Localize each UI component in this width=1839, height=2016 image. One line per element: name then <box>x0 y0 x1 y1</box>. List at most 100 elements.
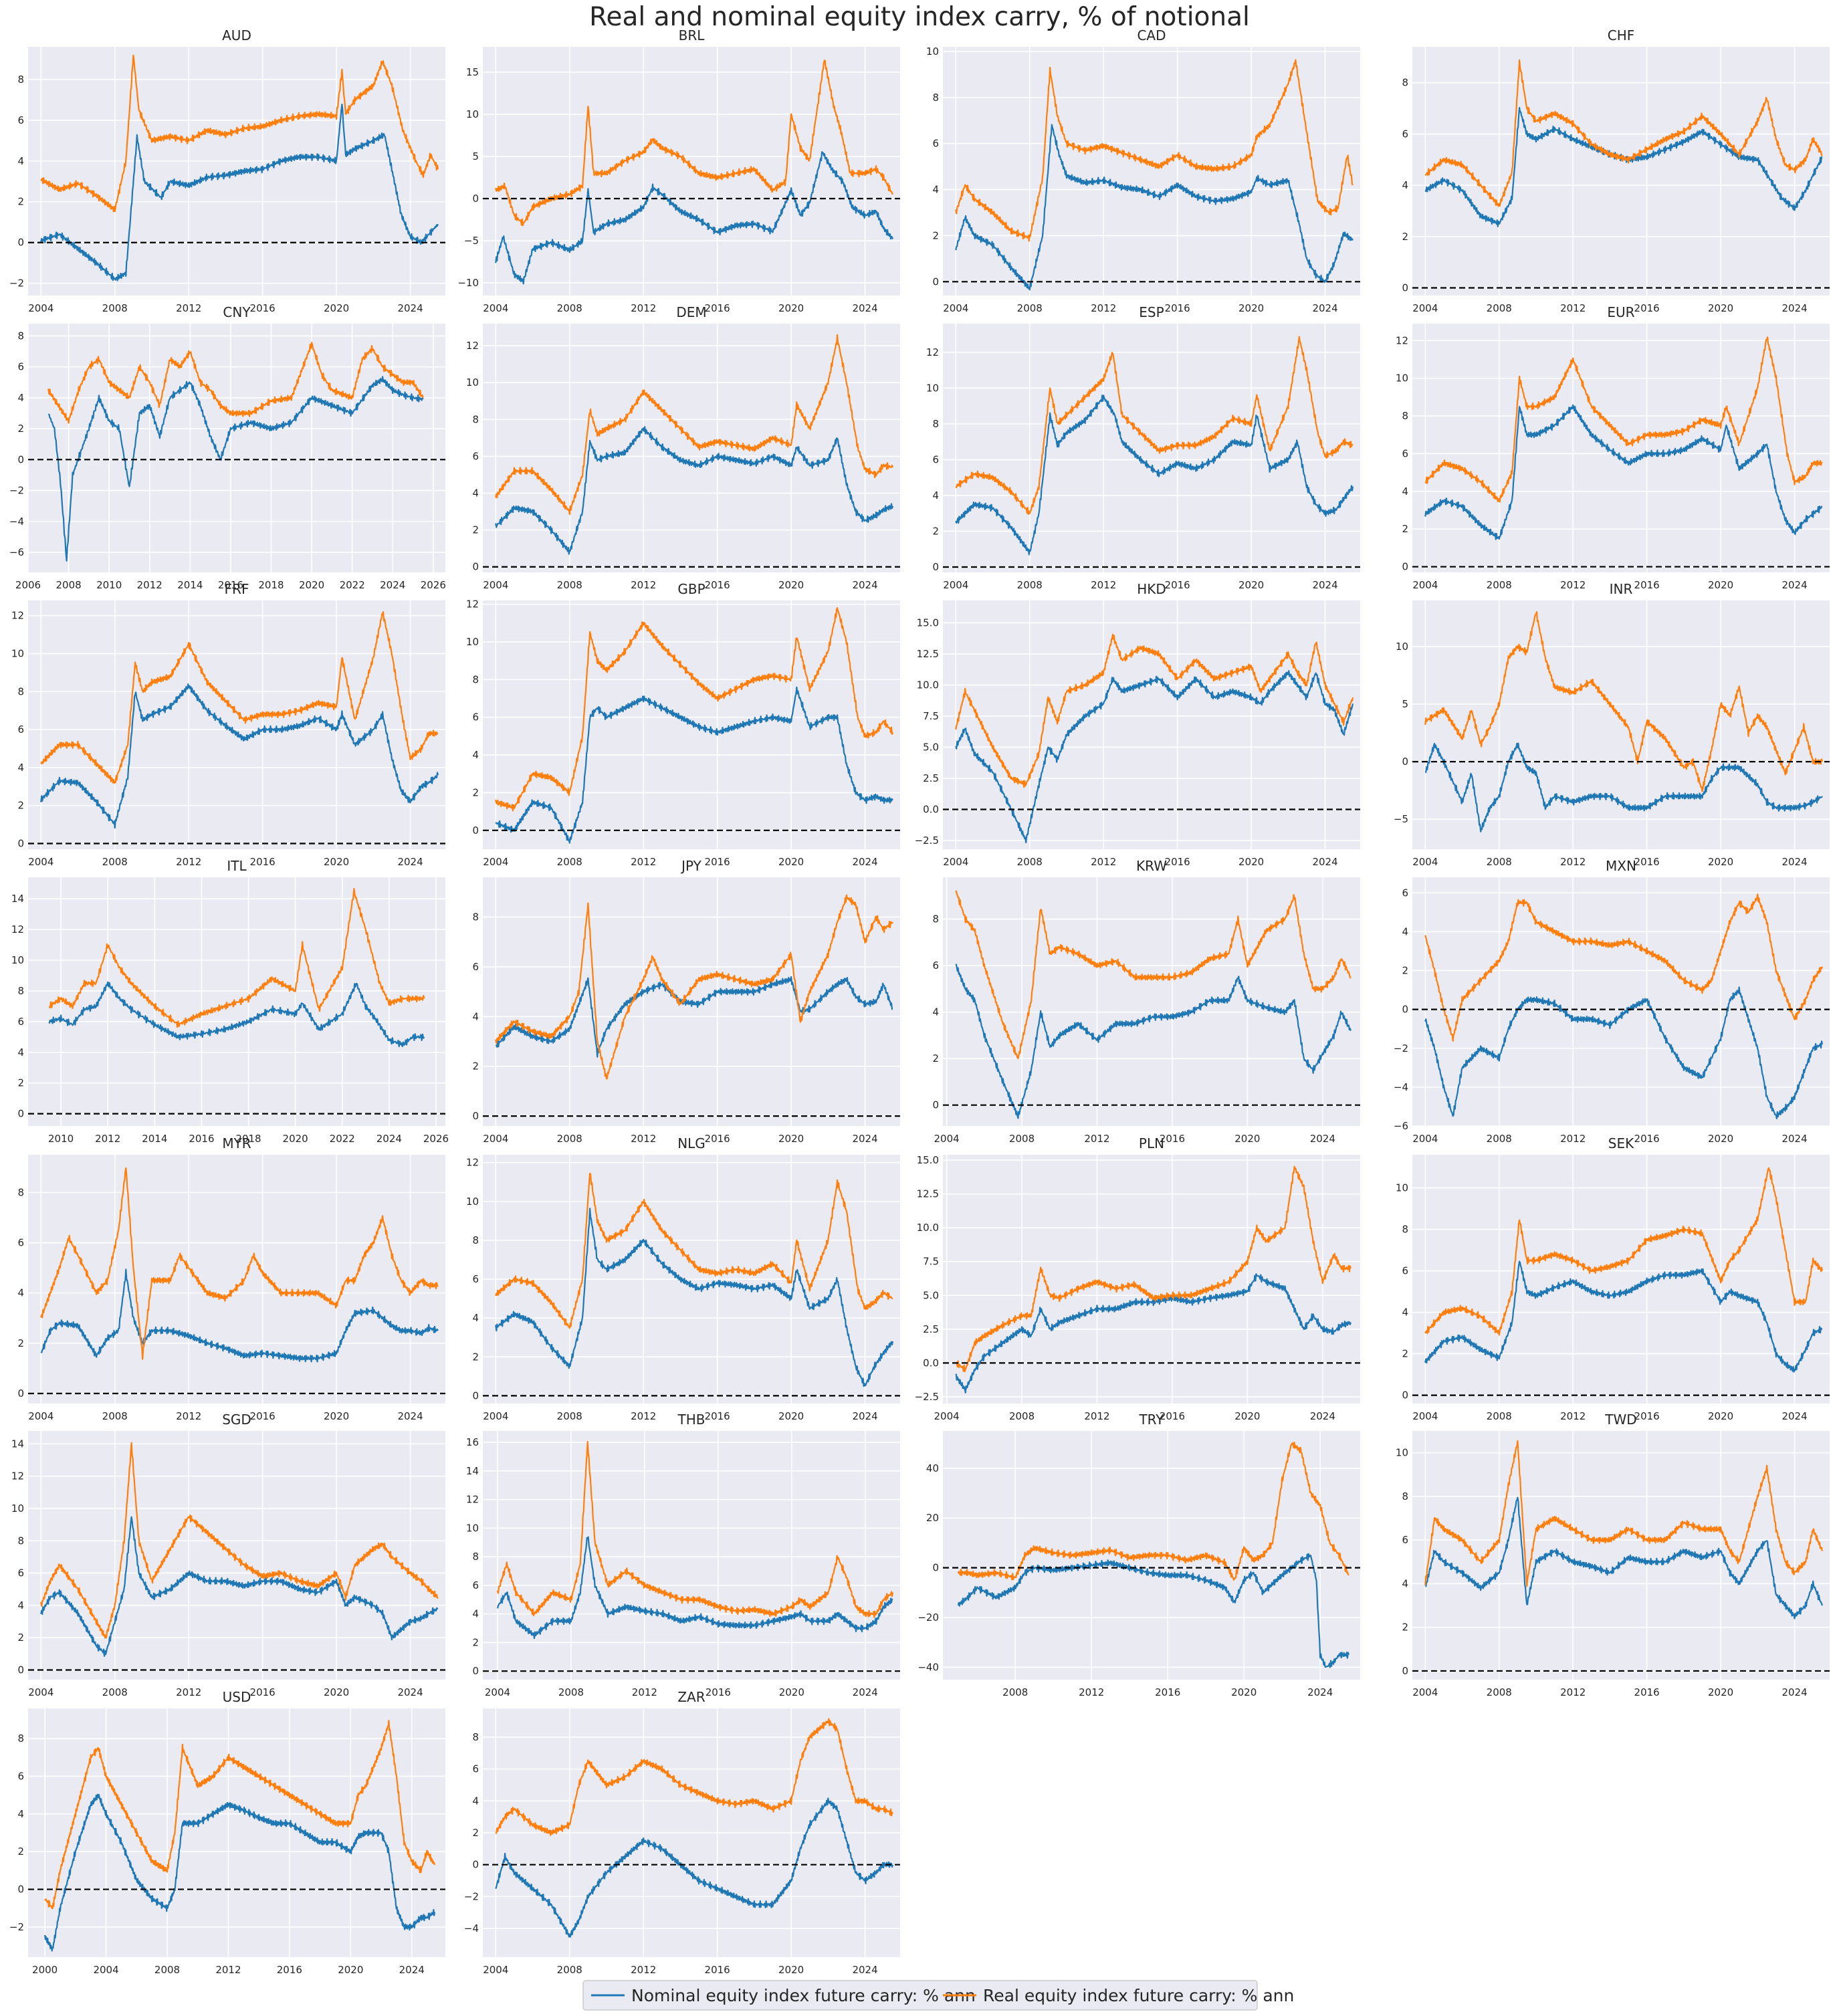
x-tick-label: 2024 <box>852 1133 877 1145</box>
x-tick-label: 2012 <box>631 579 656 591</box>
series-line-real <box>40 1167 439 1360</box>
x-tick-label: 2014 <box>177 579 203 591</box>
y-tick-label: 8 <box>932 92 939 104</box>
panel-sgd: SGD 2004 2008 2012 2016 2020 2024 0 2 4 6 8 10 12 14 <box>11 1412 445 1698</box>
y-tick-label: 2 <box>1402 965 1408 977</box>
x-tick-label: 2016 <box>189 1133 214 1145</box>
y-tick-label: −4 <box>1394 1081 1408 1093</box>
y-tick-label: 0 <box>472 1665 479 1677</box>
y-tick-label: −2 <box>9 485 24 497</box>
x-tick-label: 2012 <box>1560 302 1586 314</box>
series-line-nominal <box>955 395 1354 556</box>
x-tick-label: 2016 <box>250 302 276 314</box>
y-tick-label: 12 <box>11 923 24 935</box>
series-line-nominal <box>1424 742 1823 832</box>
panel-thb: THB 2004 2008 2012 2016 2020 2024 0 2 4 6 8 10 12 14 16 <box>466 1412 900 1698</box>
y-tick-label: 0 <box>932 561 939 573</box>
series-group <box>1424 59 1823 227</box>
panel-title: ZAR <box>677 1689 705 1705</box>
x-tick-label: 2024 <box>1310 1133 1335 1145</box>
y-tick-label: 2 <box>17 423 24 435</box>
x-tick-label: 2008 <box>56 579 81 591</box>
x-tick-label: 2012 <box>1084 1133 1109 1145</box>
plot-area <box>1412 1431 1830 1680</box>
x-tick-label: 2004 <box>943 579 968 591</box>
y-tick-label: 12 <box>466 1494 479 1506</box>
y-tick-label: 10 <box>11 648 24 660</box>
x-tick-label: 2004 <box>934 1410 960 1422</box>
x-tick-label: 2004 <box>483 579 508 591</box>
x-tick-label: 2020 <box>778 1410 804 1422</box>
legend-label-nominal: Nominal equity index future carry: % ann <box>631 1986 976 2005</box>
panel-title: USD <box>223 1689 251 1705</box>
y-tick-label: 0 <box>17 837 24 849</box>
y-tick-label: 8 <box>932 418 939 430</box>
series-line-real <box>956 1165 1351 1373</box>
x-tick-label: 2016 <box>1634 1686 1660 1698</box>
x-tick-label: 2020 <box>779 1686 804 1698</box>
x-tick-label: 2004 <box>28 1686 53 1698</box>
x-tick-label: 2014 <box>142 1133 167 1145</box>
y-tick-label: 6 <box>17 114 24 126</box>
y-tick-label: 8 <box>17 330 24 342</box>
series-line-nominal <box>1424 986 1824 1119</box>
y-tick-label: 4 <box>17 1046 24 1058</box>
y-tick-label: 6 <box>1402 1534 1408 1546</box>
series-line-nominal <box>48 981 425 1048</box>
y-tick-label: 4 <box>472 1608 479 1620</box>
x-tick-label: 2012 <box>137 579 163 591</box>
x-tick-label: 2024 <box>380 579 405 591</box>
series-line-real <box>1424 1440 1824 1587</box>
series-group <box>1424 610 1824 832</box>
series-group <box>1424 1440 1824 1619</box>
series-group <box>495 607 894 844</box>
series-line-nominal <box>44 1793 436 1952</box>
y-tick-label: 2 <box>932 525 939 537</box>
series-group <box>47 342 424 562</box>
x-tick-label: 2012 <box>631 302 656 314</box>
x-tick-label: 2016 <box>705 1410 730 1422</box>
y-tick-label: 4 <box>472 1010 479 1022</box>
panel-title: CAD <box>1137 27 1166 43</box>
y-tick-label: 8 <box>17 74 24 86</box>
x-tick-label: 2024 <box>852 1410 877 1422</box>
y-tick-label: 2 <box>17 1077 24 1089</box>
y-tick-label: 0 <box>932 275 939 288</box>
y-tick-label: 0 <box>17 1108 24 1120</box>
y-tick-label: 4 <box>17 155 24 167</box>
x-tick-label: 2008 <box>1017 579 1043 591</box>
y-tick-label: 6 <box>1402 1265 1408 1277</box>
x-tick-label: 2020 <box>1708 1133 1733 1145</box>
x-tick-label: 2004 <box>93 1964 118 1976</box>
x-tick-label: 2004 <box>28 856 53 868</box>
x-tick-label: 2004 <box>483 1964 508 1976</box>
panel-title: ESP <box>1139 304 1164 320</box>
y-tick-label: 6 <box>17 1016 24 1028</box>
panel-pln: PLN 2004 2008 2012 2016 2020 2024 −2.5 0.0 2.5 5.0… <box>915 1135 1360 1422</box>
series-line-real <box>955 336 1354 516</box>
y-tick-label: 4 <box>472 1312 479 1324</box>
panel-aud: AUD 2004 2008 2012 2016 2020 2024 −2 0 2 4 6 8 <box>9 27 445 314</box>
y-tick-label: −2 <box>464 1890 479 1902</box>
y-tick-label: 12.5 <box>917 648 939 660</box>
x-tick-label: 2016 <box>250 1410 276 1422</box>
x-tick-label: 2008 <box>1487 856 1512 868</box>
x-tick-label: 2024 <box>1312 579 1337 591</box>
x-tick-label: 2016 <box>1634 1133 1660 1145</box>
x-tick-label: 2024 <box>397 1686 423 1698</box>
series-group <box>40 54 439 282</box>
series-line-real <box>495 1718 893 1836</box>
panel-title: MYR <box>222 1135 251 1151</box>
panel-title: GBP <box>677 581 705 597</box>
series-line-real <box>1424 893 1824 1042</box>
x-tick-label: 2020 <box>1234 1410 1260 1422</box>
series-line-nominal <box>40 683 439 829</box>
x-tick-label: 2020 <box>324 302 349 314</box>
x-tick-label: 2008 <box>557 1133 582 1145</box>
y-tick-label: 6 <box>932 960 939 972</box>
panel-dem: DEM 2004 2008 2012 2016 2020 2024 0 2 4 6 8 10 12 <box>466 304 900 591</box>
x-tick-label: 2016 <box>1155 1686 1180 1698</box>
x-tick-label: 2008 <box>154 1964 180 1976</box>
y-tick-label: 8 <box>17 1732 24 1745</box>
plot-area <box>943 600 1360 849</box>
